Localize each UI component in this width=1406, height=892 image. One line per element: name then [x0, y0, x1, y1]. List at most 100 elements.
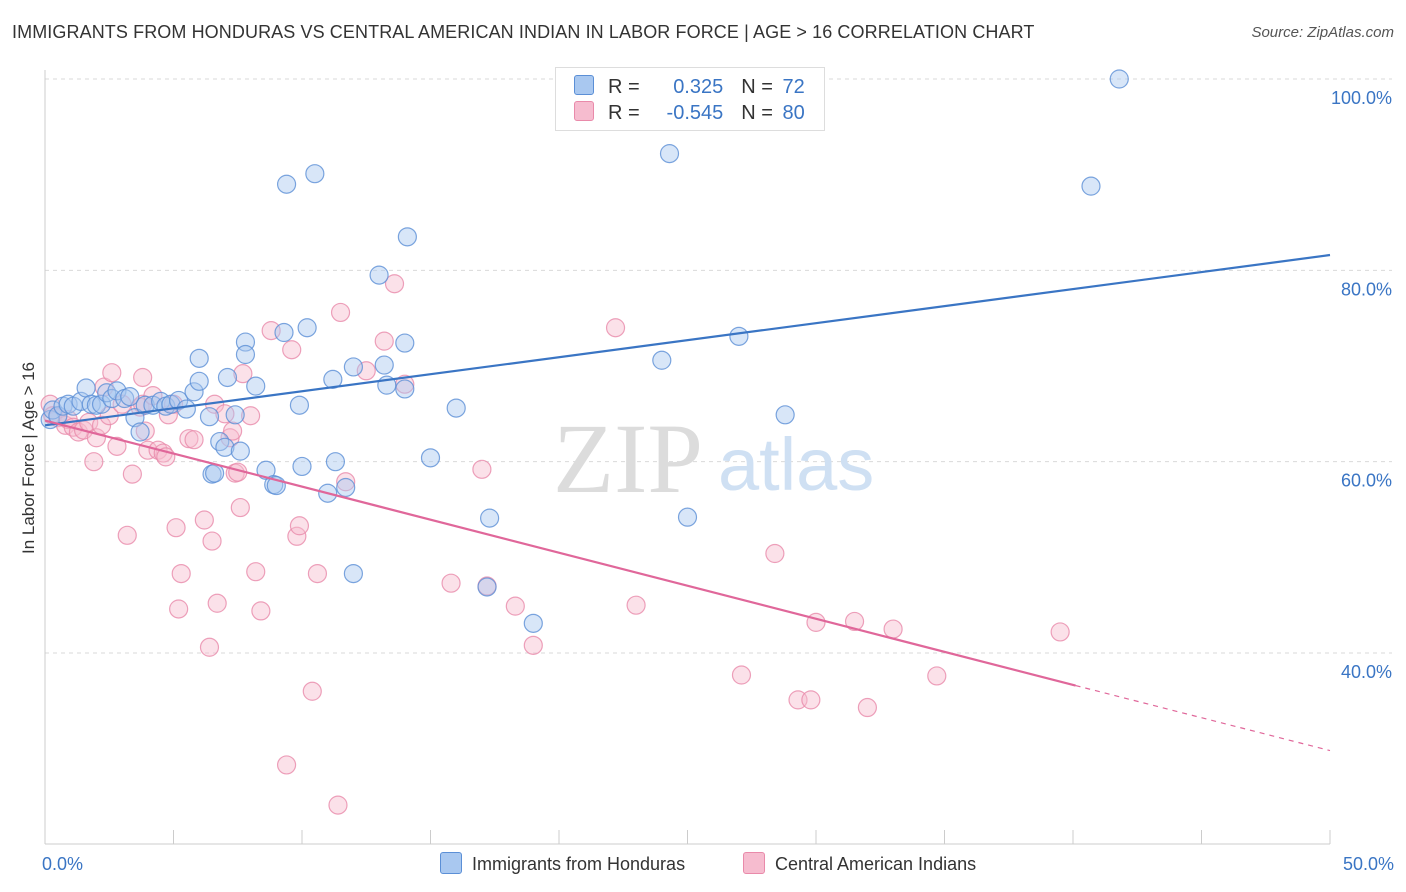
data-point-blue	[246, 376, 266, 396]
chart-title: IMMIGRANTS FROM HONDURAS VS CENTRAL AMER…	[12, 22, 1035, 42]
data-point-pink	[207, 593, 227, 613]
legend-row-honduras: R = 0.325 N = 72	[574, 75, 805, 99]
data-point-pink	[102, 363, 122, 383]
bottom-legend-central-american-indians: Central American Indians	[743, 852, 976, 876]
data-point-pink	[302, 681, 322, 701]
data-point-blue	[343, 357, 363, 377]
tick-labels: 40.0% 60.0% 80.0% 100.0% 0.0% 50.0%	[42, 88, 1394, 874]
data-point-blue	[76, 378, 96, 398]
legend-n-label: N =	[741, 102, 773, 124]
data-point-pink	[276, 755, 297, 775]
data-point-pink	[171, 563, 191, 584]
legend-r-label: R =	[608, 76, 640, 98]
watermark-zip: ZIP	[553, 403, 703, 514]
legend-n-value: 80	[782, 102, 805, 124]
data-point-blue	[477, 577, 497, 597]
data-point-pink	[844, 611, 865, 632]
data-point-pink	[251, 601, 271, 621]
data-point-blue	[323, 369, 343, 389]
bottom-legend-honduras: Immigrants from Honduras	[440, 852, 685, 876]
data-point-blue	[325, 452, 346, 472]
data-point-blue	[395, 379, 415, 399]
data-point-pink	[328, 795, 348, 815]
data-point-pink	[184, 430, 204, 450]
data-point-blue	[395, 333, 415, 353]
data-point-blue	[659, 144, 680, 164]
data-point-blue	[1081, 176, 1101, 196]
y-tick-label: 100.0%	[1331, 88, 1392, 108]
bottom-legend-label-honduras: Immigrants from Honduras	[472, 854, 686, 874]
legend-row-central-american-indians: R = -0.545 N = 80	[574, 101, 805, 125]
data-point-blue	[91, 394, 112, 414]
data-point-pink	[927, 666, 947, 686]
legend-r-value: 0.325	[673, 76, 724, 98]
data-point-pink	[883, 619, 903, 639]
data-point-blue	[336, 477, 356, 498]
data-point-pink	[1050, 622, 1070, 642]
data-point-pink	[626, 595, 646, 615]
data-point-blue	[420, 448, 441, 468]
trend-lines	[44, 253, 1331, 752]
data-point-blue	[677, 507, 698, 527]
data-point-pink	[384, 274, 405, 294]
data-point-pink	[374, 331, 394, 351]
data-point-pink	[199, 637, 220, 657]
data-point-blue	[120, 387, 140, 407]
data-point-blue	[343, 563, 363, 584]
data-point-blue	[225, 405, 245, 425]
series-immigrants-from-honduras	[40, 69, 1129, 633]
data-point-blue	[446, 398, 466, 418]
data-point-pink	[857, 697, 878, 718]
data-point-pink	[166, 518, 186, 538]
y-tick-label: 60.0%	[1341, 471, 1392, 491]
x-tick-label-max: 50.0%	[1343, 854, 1394, 874]
data-point-blue	[289, 395, 310, 415]
data-point-pink	[801, 690, 821, 710]
legend-n-label: N =	[741, 76, 773, 98]
data-point-blue	[523, 613, 543, 633]
data-point-blue	[276, 174, 297, 194]
data-point-pink	[233, 364, 253, 384]
data-point-pink	[523, 635, 543, 655]
data-point-blue	[189, 348, 209, 368]
data-point-pink	[282, 340, 302, 360]
data-point-pink	[194, 510, 214, 530]
data-point-blue	[652, 350, 672, 370]
data-point-blue	[230, 441, 250, 461]
legend-r-label: R =	[608, 102, 640, 124]
y-tick-label: 40.0%	[1341, 662, 1392, 682]
data-point-blue	[184, 382, 204, 402]
data-point-pink	[84, 452, 104, 472]
data-point-blue	[217, 367, 238, 388]
data-point-pink	[241, 406, 261, 426]
data-point-blue	[199, 407, 220, 427]
trend-line-blue	[44, 253, 1331, 427]
data-point-blue	[397, 227, 417, 247]
data-point-blue	[235, 344, 256, 365]
watermark: ZIP atlas	[553, 403, 874, 514]
data-point-pink	[223, 421, 243, 441]
data-point-blue	[729, 326, 749, 346]
data-point-pink	[202, 531, 222, 551]
data-point-blue	[135, 395, 155, 415]
bottom-legend-label-central-american-indians: Central American Indians	[775, 854, 977, 874]
legend-swatch-blue	[574, 75, 594, 95]
data-point-blue	[297, 318, 317, 338]
data-point-pink	[122, 464, 142, 484]
data-point-pink	[336, 472, 356, 492]
data-point-pink	[505, 596, 525, 616]
data-point-blue	[292, 456, 312, 477]
axes	[44, 70, 1331, 845]
trend-line-pink-extension	[1075, 684, 1331, 752]
y-axis-label: In Labor Force | Age > 16	[19, 361, 38, 555]
legend-n-value: 72	[782, 76, 805, 98]
data-point-pink	[117, 525, 137, 545]
data-point-pink	[472, 459, 492, 479]
data-point-pink	[133, 367, 153, 388]
data-point-pink	[289, 516, 310, 536]
watermark-atlas: atlas	[718, 423, 874, 506]
data-point-pink	[169, 599, 189, 619]
data-point-pink	[230, 497, 250, 518]
data-point-blue	[305, 164, 325, 184]
